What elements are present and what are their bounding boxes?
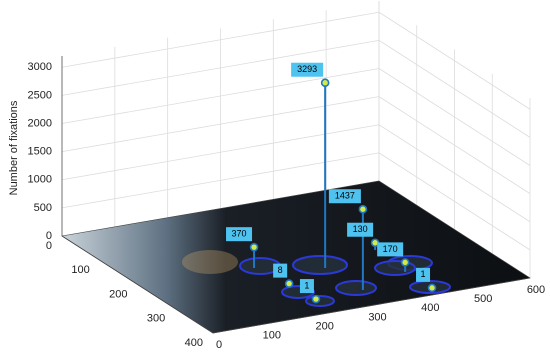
z-tick-label: 2000 (28, 117, 52, 129)
stem-group: 1 (416, 267, 437, 293)
floor-image (61, 180, 531, 334)
value-label: 370 (232, 229, 247, 239)
value-label: 3293 (297, 64, 317, 74)
value-label: 170 (383, 244, 398, 254)
stem-marker (400, 258, 410, 267)
z-axis-label: Number of fixations (8, 100, 20, 195)
stem-marker (358, 204, 368, 214)
stem-group: 130 (347, 222, 380, 251)
y-tick-label: 200 (109, 288, 127, 300)
x-tick-label: 400 (421, 302, 439, 314)
x-tick-label: 300 (368, 311, 386, 323)
stem-marker (284, 279, 294, 288)
stem-marker (249, 242, 259, 252)
value-label: 130 (353, 224, 368, 234)
x-tick-label: 0 (216, 339, 222, 351)
x-tick-label: 200 (315, 321, 333, 333)
value-label-box (347, 222, 374, 237)
z-tick-label: 500 (34, 202, 52, 214)
z-tick-label: 2500 (28, 89, 52, 101)
value-label: 1 (304, 280, 309, 290)
stem-group: 1 (299, 279, 321, 304)
gauge (182, 250, 238, 274)
gauge (335, 280, 377, 296)
stem-group: 3293 (291, 62, 330, 268)
value-label: 1437 (335, 191, 355, 201)
axis-line (212, 277, 531, 334)
value-label-box (299, 279, 314, 294)
stems: 3293 1437 370 130 170 8 1 1 (226, 62, 437, 304)
x-tick-label: 500 (474, 293, 492, 305)
z-tick-label: 1500 (28, 146, 52, 158)
y-tick-label: 0 (46, 240, 52, 252)
floor-plane (61, 180, 531, 334)
value-label: 1 (421, 269, 426, 279)
stem-group: 1437 (328, 189, 368, 291)
z-tick-label: 3000 (28, 61, 52, 73)
y-tick-label: 100 (71, 264, 89, 276)
stem-marker (320, 78, 330, 88)
z-tick-label: 1000 (28, 174, 52, 186)
value-label: 8 (278, 265, 283, 275)
value-label-box (273, 263, 288, 278)
value-label-box (416, 267, 431, 282)
value-label-box (291, 62, 324, 77)
value-label-box (328, 189, 361, 204)
stem-group: 8 (273, 263, 294, 288)
x-tick-label: 100 (263, 330, 281, 342)
stem-marker (311, 294, 321, 304)
gauge (305, 295, 335, 307)
gauge (292, 255, 348, 275)
stem-marker (427, 283, 437, 293)
z-tick-label: 0 (46, 230, 52, 242)
y-tick-label: 300 (147, 313, 165, 325)
y-tick-label: 400 (185, 337, 203, 349)
value-label-box (226, 227, 253, 242)
x-tick-label: 600 (527, 284, 545, 296)
value-label-box (377, 242, 404, 257)
stem-group: 170 (377, 242, 410, 272)
axis-line (61, 235, 214, 334)
stem-group: 370 (226, 227, 259, 268)
